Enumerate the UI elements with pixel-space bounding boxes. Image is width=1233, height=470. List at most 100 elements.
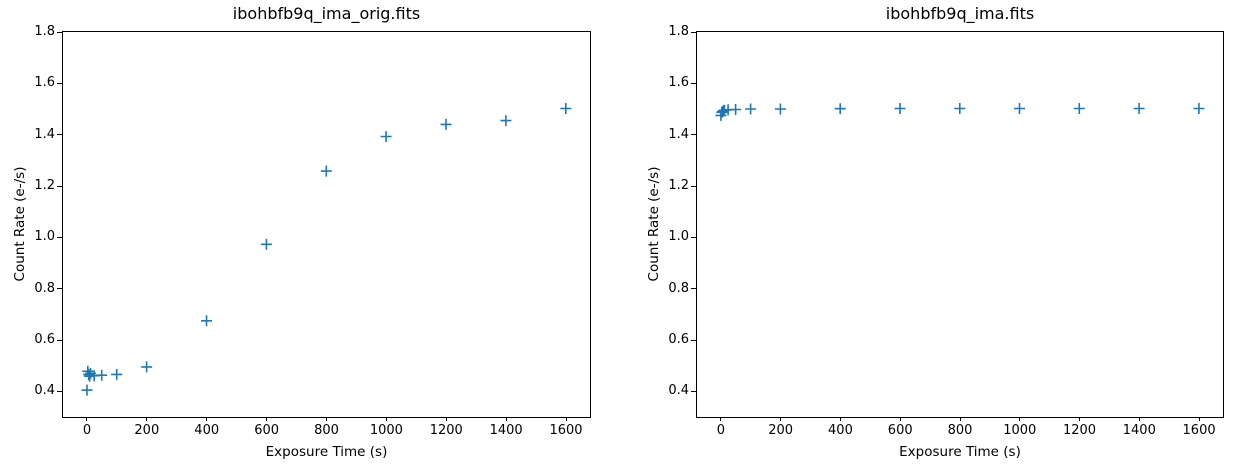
plus-marker (954, 103, 966, 114)
y-tick-label: 1.8 (668, 24, 689, 39)
plus-marker (894, 103, 906, 114)
x-tick-label: 800 (314, 423, 339, 438)
x-tick-label: 1200 (1062, 423, 1097, 438)
plus-marker (745, 103, 757, 115)
x-tick-mark (505, 417, 507, 421)
x-tick-label: 1000 (369, 423, 403, 438)
plus-marker (260, 238, 272, 250)
y-tick-mark (57, 134, 62, 136)
y-tick-label: 1.2 (34, 178, 55, 193)
left-plot-title: ibohbfb9q_ima_orig.fits (232, 4, 421, 23)
y-tick-mark (691, 134, 696, 136)
plus-marker (201, 315, 212, 327)
x-tick-label: 200 (768, 423, 794, 438)
plus-marker (96, 369, 108, 381)
y-tick-label: 0.4 (34, 383, 55, 399)
plus-marker (1014, 103, 1025, 114)
x-tick-mark (206, 417, 208, 421)
y-tick-label: 0.6 (34, 332, 55, 347)
x-tick-label: 600 (254, 423, 280, 438)
x-tick-mark (266, 417, 268, 421)
x-tick-mark (86, 417, 88, 421)
y-tick-mark (57, 185, 62, 187)
plus-marker (834, 103, 846, 115)
y-tick-label: 1.6 (34, 75, 55, 91)
x-tick-label: 1600 (549, 423, 583, 438)
y-tick-mark (691, 390, 696, 392)
x-tick-mark (565, 417, 567, 421)
right-plot-axes: 0 200 400 600 800 1000 1200 1400 1600 0.4 0.6 0.8 1.… (668, 25, 1224, 438)
plus-marker (440, 118, 452, 130)
y-tick-label: 1.4 (668, 126, 689, 142)
x-tick-label: 1000 (1003, 423, 1037, 438)
x-tick-mark (720, 417, 722, 421)
x-tick-mark (780, 417, 782, 421)
y-tick-label: 0.4 (668, 383, 689, 399)
right-plot-xaxis-label: Exposure Time (s) (899, 444, 1021, 460)
plus-marker (1133, 103, 1145, 114)
x-tick-mark (146, 417, 148, 421)
plus-marker (83, 369, 95, 381)
y-tick-mark (57, 31, 62, 33)
plus-marker (111, 368, 123, 380)
plus-marker (81, 384, 93, 396)
left-plot-axes: 0 200 400 600 800 1000 1200 1400 1600 0.4 0.6 0.8 1.… (34, 25, 591, 438)
x-tick-mark (899, 417, 901, 421)
x-tick-mark (326, 417, 327, 421)
x-tick-mark (385, 417, 387, 421)
x-tick-label: 1400 (489, 423, 523, 438)
right-plot-yaxis-label: Count Rate (e-/s) (646, 166, 662, 282)
y-tick-mark (691, 185, 696, 187)
y-tick-mark (691, 236, 696, 238)
plus-marker (500, 115, 512, 127)
x-tick-mark (1198, 417, 1200, 421)
plot-area (715, 103, 1205, 121)
left-plot-xaxis-label: Exposure Time (s) (265, 444, 388, 460)
plus-marker (1073, 103, 1085, 114)
x-tick-mark (1079, 417, 1081, 421)
x-tick-label: 0 (82, 423, 92, 438)
y-tick-mark (57, 288, 62, 290)
y-tick-mark (57, 390, 62, 392)
x-tick-label: 800 (947, 423, 973, 438)
x-tick-mark (839, 417, 841, 421)
x-tick-label: 0 (716, 423, 726, 438)
plus-marker (380, 131, 392, 142)
y-tick-mark (691, 31, 696, 33)
y-tick-label: 0.8 (668, 280, 689, 296)
x-tick-label: 1200 (429, 423, 463, 438)
plus-marker (730, 104, 742, 115)
y-tick-mark (57, 339, 62, 341)
y-tick-mark (57, 82, 62, 84)
plus-marker (141, 361, 153, 373)
y-tick-label: 1.6 (668, 75, 689, 91)
plot-area (81, 103, 572, 396)
right-plot-title: ibohbfb9q_ima.fits (885, 4, 1035, 23)
plus-marker (320, 165, 332, 177)
plus-marker (774, 103, 786, 115)
y-tick-label: 1.0 (34, 229, 55, 245)
y-tick-label: 0.6 (668, 332, 689, 347)
x-tick-label: 1600 (1182, 423, 1216, 438)
x-tick-label: 200 (134, 423, 160, 438)
x-tick-label: 400 (194, 423, 220, 438)
y-tick-label: 1.4 (34, 126, 55, 142)
y-tick-mark (57, 236, 62, 238)
plus-marker (1193, 103, 1205, 114)
x-tick-mark (1138, 417, 1140, 421)
plus-marker (560, 103, 572, 114)
y-tick-mark (691, 339, 696, 341)
y-tick-label: 0.8 (34, 280, 55, 296)
x-tick-label: 600 (887, 423, 913, 438)
y-tick-label: 1.8 (34, 24, 55, 39)
x-tick-label: 400 (828, 423, 853, 438)
x-tick-mark (1019, 417, 1021, 421)
x-tick-mark (959, 417, 961, 421)
y-tick-mark (691, 82, 696, 84)
x-tick-label: 1400 (1122, 423, 1156, 438)
y-tick-label: 1.0 (668, 229, 689, 245)
x-tick-mark (445, 417, 447, 421)
